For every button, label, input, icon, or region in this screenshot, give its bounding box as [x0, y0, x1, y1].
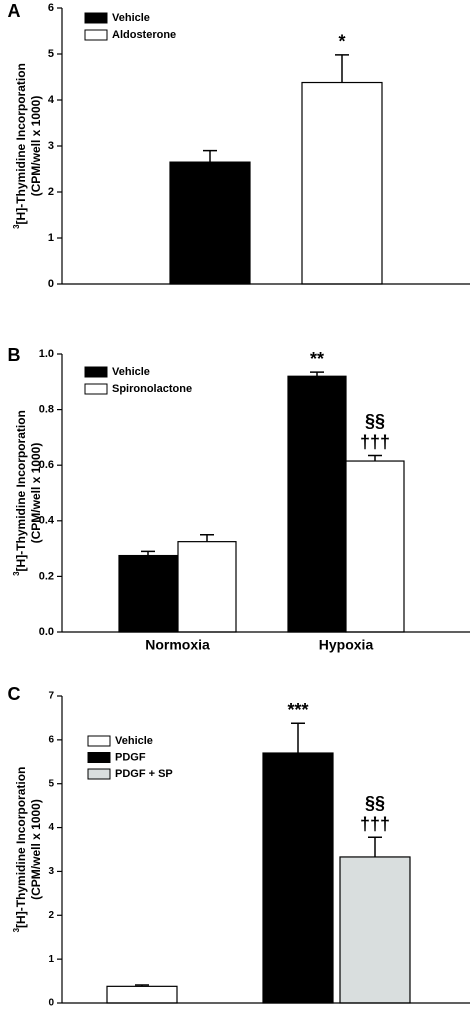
y-tick-label: 0.2 — [39, 570, 54, 582]
significance-mark: * — [338, 32, 345, 52]
y-tick-label: 7 — [48, 691, 54, 702]
panel-label: C — [8, 684, 21, 704]
legend-label: PDGF — [115, 751, 146, 763]
legend-swatch — [87, 735, 111, 747]
bar — [106, 985, 178, 1004]
y-tick-label: 1.0 — [39, 348, 54, 360]
bar — [339, 856, 411, 1004]
significance-mark: *** — [287, 700, 308, 720]
y-axis-label-sup: 3 — [12, 927, 21, 932]
y-tick-label: 0.0 — [39, 626, 54, 638]
significance-mark: §§ — [365, 411, 385, 431]
bar — [262, 752, 334, 1004]
y-axis-label-main: [H]-Thymidine Incorporation — [14, 767, 28, 928]
y-axis-label: 3[H]-Thymidine Incorporation — [12, 767, 28, 933]
error-bar — [203, 149, 217, 163]
error-bar — [141, 550, 155, 556]
legend-swatch — [87, 752, 111, 763]
y-tick-label: 0 — [48, 998, 54, 1009]
legend-label: Aldosterone — [112, 29, 176, 41]
y-axis-label-sup: 3 — [12, 224, 21, 229]
y-axis-label-unit: (CPM/well x 1000) — [29, 443, 43, 544]
legend-swatch — [84, 12, 108, 24]
significance-mark: §§ — [365, 793, 385, 813]
y-tick-label: 2 — [48, 186, 54, 198]
significance-mark: ††† — [360, 432, 390, 452]
error-bar — [335, 54, 349, 83]
panel-label: A — [8, 1, 21, 21]
y-tick-label: 0.6 — [39, 459, 54, 471]
error-bar — [368, 836, 382, 857]
y-axis-label-main: [H]-Thymidine Incorporation — [14, 63, 28, 224]
y-tick-label: 6 — [48, 734, 54, 745]
y-tick-label: 4 — [48, 94, 55, 106]
error-bar — [135, 984, 149, 987]
bar — [301, 81, 383, 285]
significance-mark: ††† — [360, 814, 390, 834]
y-tick-label: 3 — [48, 866, 54, 877]
legend-swatch — [87, 768, 111, 780]
y-axis-label-main: [H]-Thymidine Incorporation — [14, 410, 28, 571]
error-bar — [200, 533, 214, 542]
y-tick-label: 2 — [48, 910, 54, 921]
y-tick-label: 0 — [48, 278, 54, 290]
y-tick-label: 1 — [48, 232, 54, 244]
error-bar — [368, 454, 382, 462]
y-axis-label-unit: (CPM/well x 1000) — [29, 96, 43, 197]
legend-label: Vehicle — [112, 366, 150, 378]
significance-mark: ** — [310, 349, 324, 369]
y-tick-label: 1 — [48, 954, 54, 965]
legend-label: Vehicle — [112, 12, 150, 24]
y-tick-label: 4 — [48, 822, 54, 833]
bar — [287, 375, 347, 633]
legend-label: Vehicle — [115, 735, 153, 747]
y-tick-label: 6 — [48, 2, 54, 14]
error-bar — [310, 371, 324, 377]
x-tick-label: Normoxia — [145, 637, 210, 653]
y-axis-label-sup: 3 — [12, 571, 21, 576]
y-tick-label: 5 — [48, 48, 54, 60]
y-tick-label: 3 — [48, 140, 54, 152]
y-axis-label: 3[H]-Thymidine Incorporation — [12, 410, 28, 576]
x-tick-label: Hypoxia — [319, 637, 374, 653]
y-axis-label-unit: (CPM/well x 1000) — [29, 799, 43, 900]
error-bar — [291, 722, 305, 754]
legend-swatch — [84, 29, 108, 41]
y-tick-label: 5 — [48, 778, 54, 789]
legend-swatch — [84, 366, 108, 378]
y-tick-label: 0.4 — [39, 515, 55, 527]
y-tick-label: 0.8 — [39, 404, 54, 416]
legend-label: PDGF + SP — [115, 768, 173, 780]
bar — [345, 460, 405, 633]
legend-label: Spironolactone — [112, 383, 192, 395]
legend-swatch — [84, 383, 108, 395]
bar — [177, 541, 237, 633]
bar — [169, 161, 251, 285]
bar — [118, 554, 178, 633]
y-axis-label: 3[H]-Thymidine Incorporation — [12, 63, 28, 229]
panel-label: B — [8, 345, 21, 365]
